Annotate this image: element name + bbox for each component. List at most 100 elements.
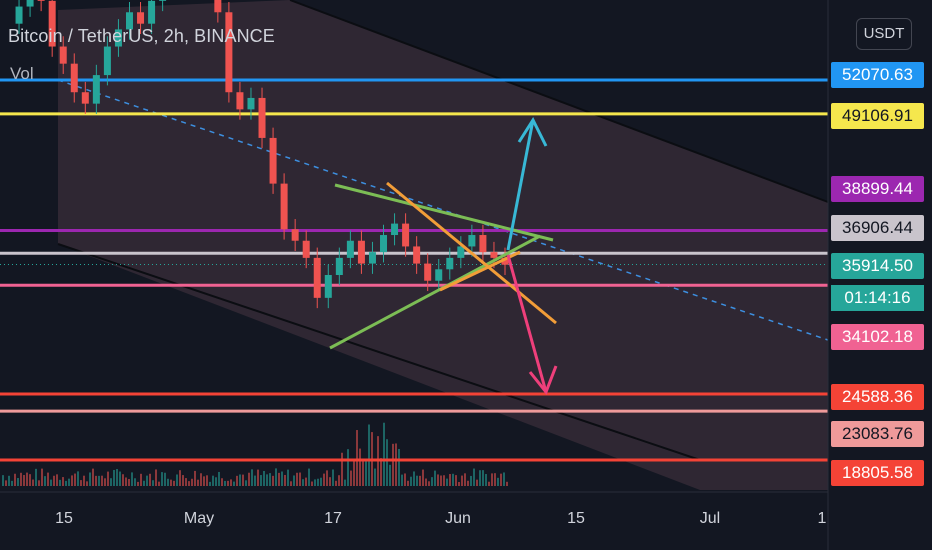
volume-bar [296,472,298,486]
volume-bar [407,480,409,486]
candle [148,0,156,24]
volume-bar [260,475,262,486]
volume-bar [23,475,25,486]
volume-bar [482,470,484,486]
trend-drawings [329,116,558,395]
volume-bar [269,473,271,486]
volume-bar [173,480,175,486]
orange-upper-trendline [386,181,557,325]
x-tick: Jul [699,510,721,527]
volume-bar [431,477,433,486]
candle [402,223,410,247]
volume-bar [413,471,415,486]
volume-bar [74,473,76,486]
volume-bar [101,475,103,486]
orange-lower-trendline [439,250,521,292]
price-label-38899[interactable]: 38899.44 [831,176,924,202]
candle [269,137,277,184]
volume-bar [245,480,247,486]
volume-bar [452,473,454,486]
volume-bar [362,458,364,486]
candle [479,235,487,253]
candle [446,257,454,270]
volume-bar [188,481,190,486]
volume-bar [314,479,316,486]
candle [424,263,432,281]
volume-bar [14,473,16,486]
price-label-52070[interactable]: 52070.63 [831,62,924,88]
volume-bar [476,479,478,486]
volume-bar [458,481,460,486]
candle [114,29,122,47]
volume-bar [203,476,205,486]
volume-bar [326,470,328,486]
candle [103,46,111,76]
price-label-49106[interactable]: 49106.91 [831,103,924,129]
volume-bar [191,478,193,486]
volume-bar [248,472,250,486]
price-label-36906[interactable]: 36906.44 [831,215,924,241]
volume-bar [218,471,220,486]
volume-bar [365,460,367,486]
volume-bar [143,480,145,486]
bearish-arrow-head [528,365,558,395]
volume-bar [398,448,400,486]
candle [435,269,443,281]
bullish-arrow [506,119,535,251]
candle [37,0,45,1]
price-label-24588[interactable]: 24588.36 [831,384,924,410]
last-price-label[interactable]: 35914.50 [831,253,924,279]
bearish-arrow [506,254,548,393]
volume-bar [473,468,475,486]
candle [324,275,332,298]
channel-fill [58,0,828,490]
volume-bar [488,481,490,486]
volume-bar [212,475,214,486]
candle [159,0,167,1]
volume-bar [332,469,334,486]
candle [92,75,100,104]
volume-bar [320,477,322,486]
x-tick: 15 [567,510,585,527]
volume-bar [182,475,184,486]
candle [357,240,365,264]
candle [313,257,321,298]
volume-bar [233,481,235,486]
volume-bar [41,468,43,486]
volume-bar [89,472,91,486]
candle [501,257,509,265]
candle [490,252,498,258]
price-label-23083[interactable]: 23083.76 [831,421,924,447]
price-series [15,0,509,309]
volume-bar [116,469,118,486]
candle [457,246,465,258]
volume-bar [449,474,451,486]
candle [346,240,354,258]
volume-bar [392,443,394,486]
candle [280,183,288,230]
volume-bar [479,470,481,486]
x-tick: May [183,510,215,527]
symbol-title: Bitcoin / TetherUS, 2h, BINANCE [8,26,275,46]
volume-bar [389,464,391,486]
volume-label: Vol [10,64,34,83]
channel-upper-line [289,0,829,203]
volume-bar [98,475,100,486]
volume-bar [395,443,397,486]
volume-bar [158,481,160,486]
candle [81,92,89,104]
volume-bar [8,475,10,486]
volume-bar [20,472,22,486]
price-label-18805[interactable]: 18805.58 [831,460,924,486]
candle [225,12,233,93]
volume-bar [335,480,337,486]
volume-bar [419,475,421,486]
price-label-34102[interactable]: 34102.18 [831,324,924,350]
candle [70,63,78,93]
volume-bar [68,478,70,486]
volume-bar [383,422,385,486]
currency-button[interactable]: USDT [856,18,912,50]
